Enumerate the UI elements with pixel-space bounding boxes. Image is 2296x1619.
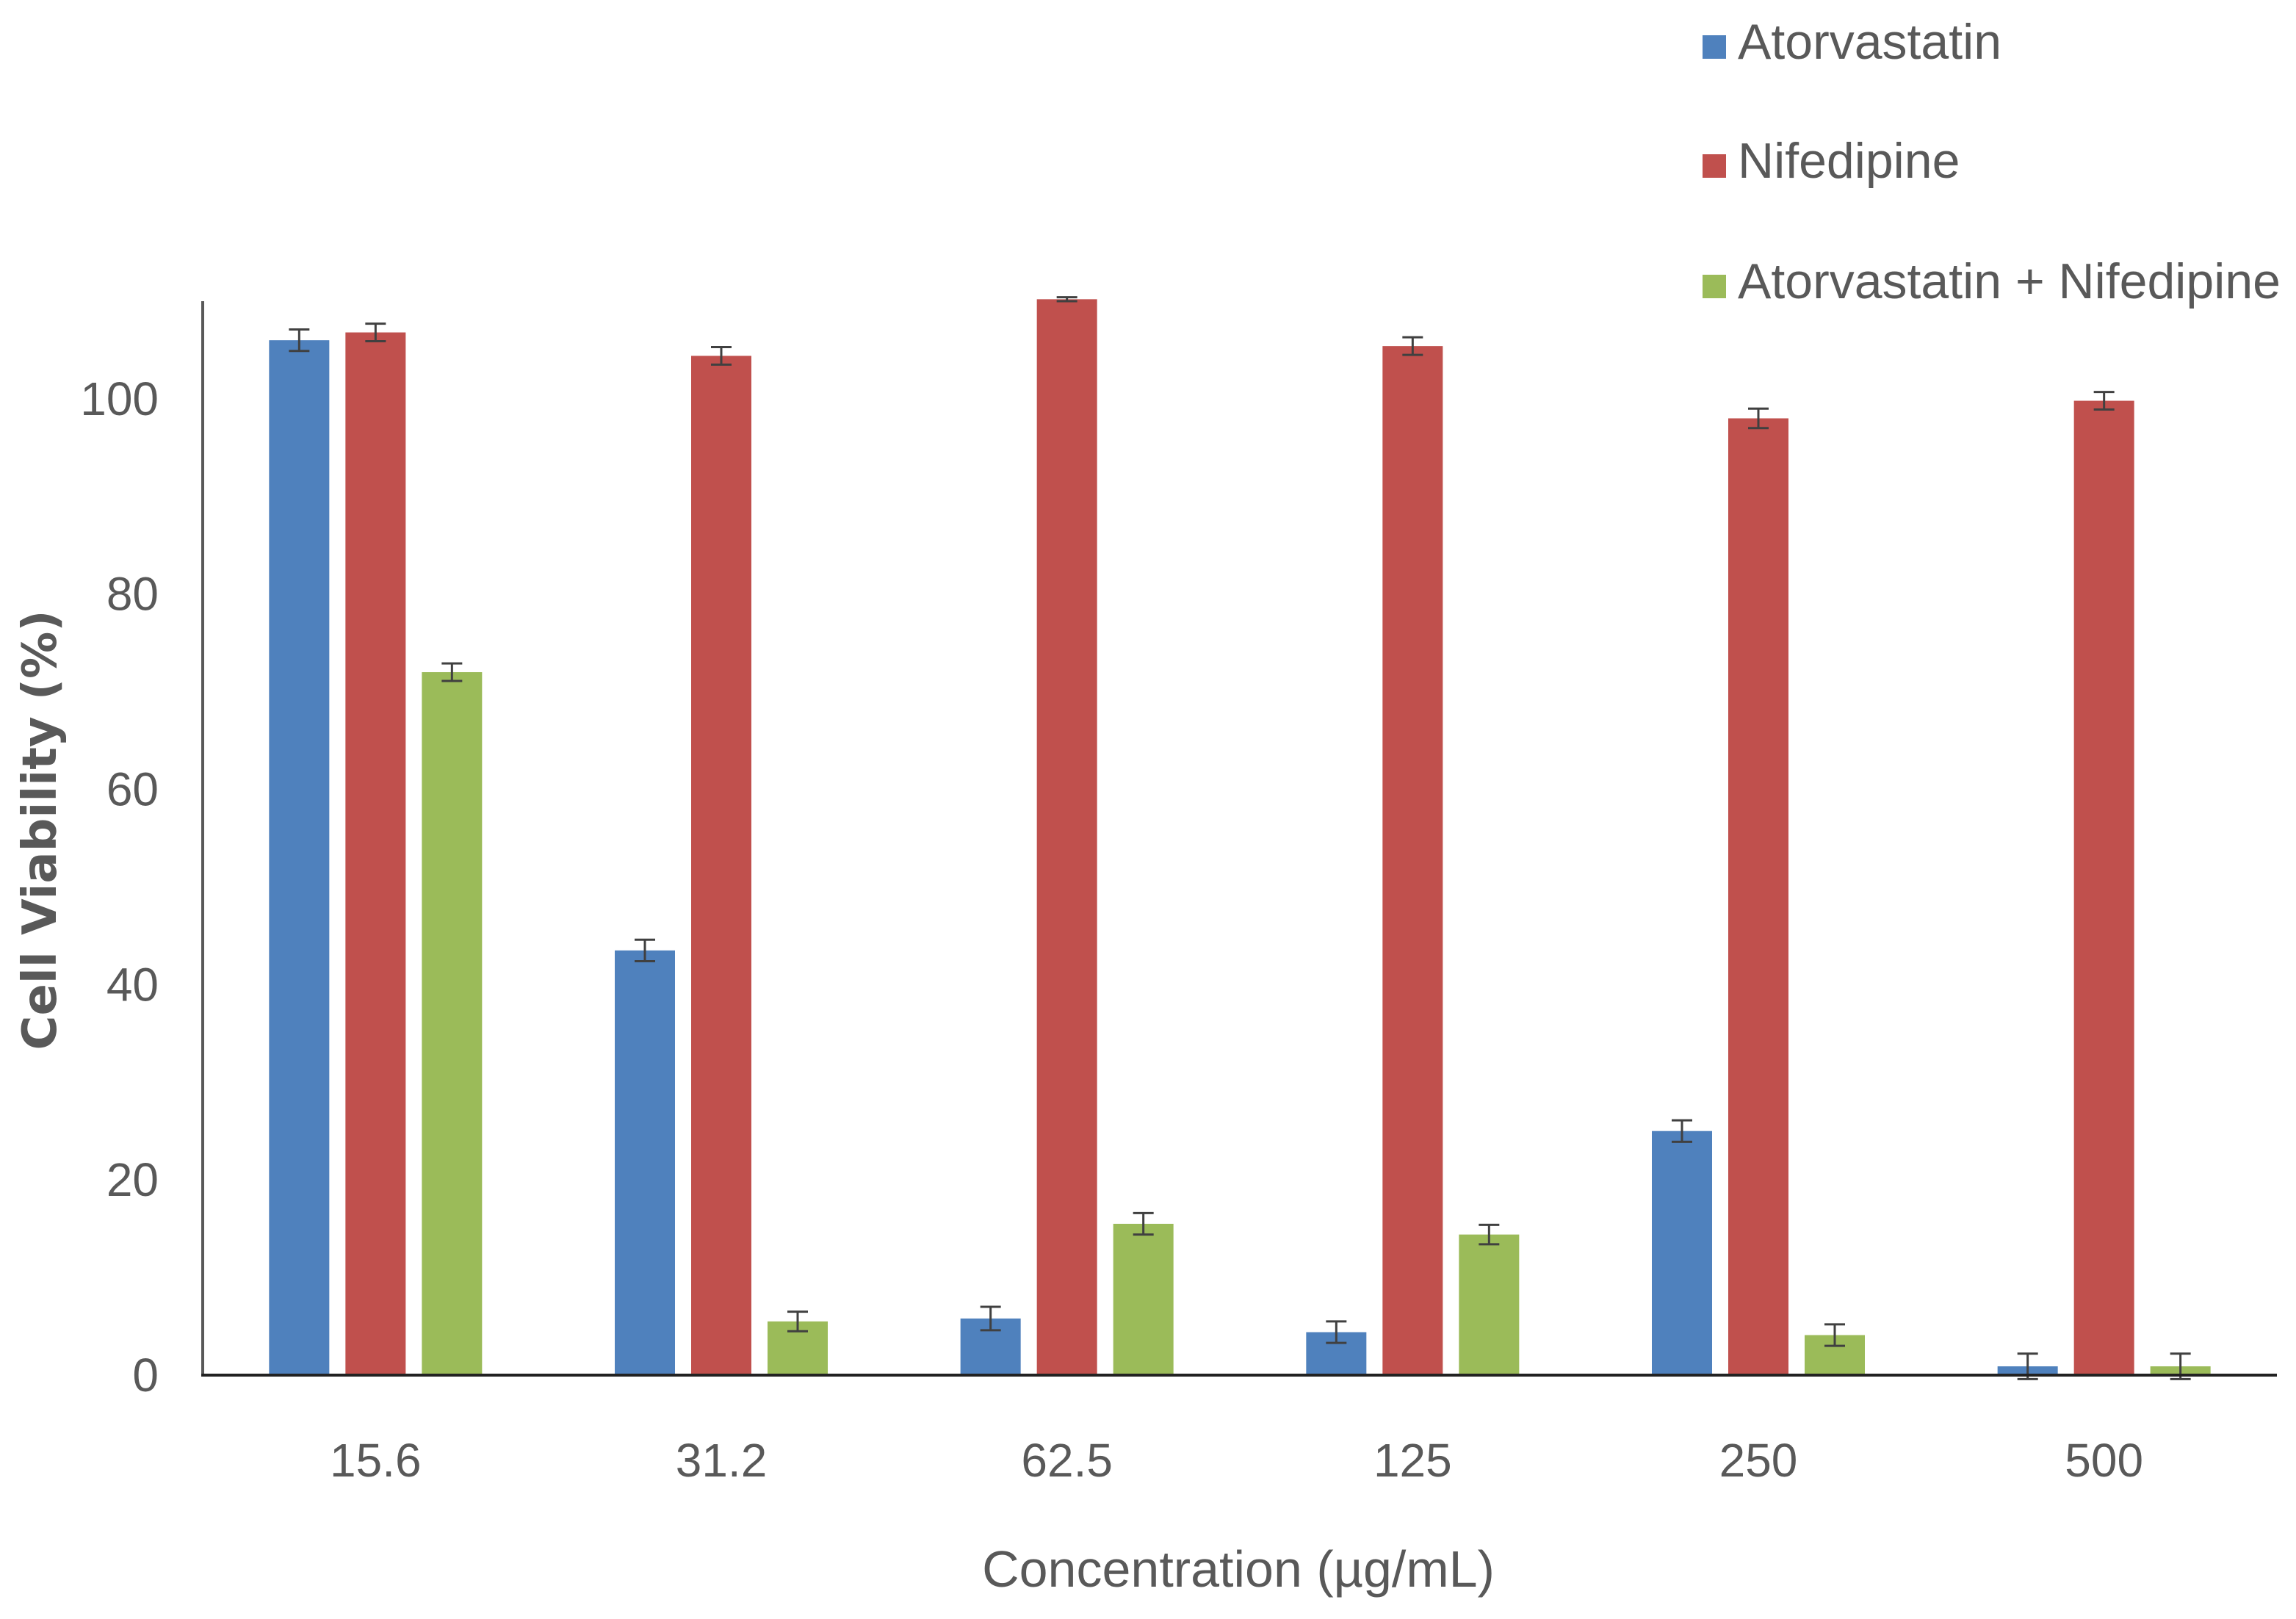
error-bar-nifedipine-62.5 [1056, 296, 1077, 303]
legend-swatch [1703, 275, 1726, 298]
bar-nifedipine-31.2 [691, 356, 751, 1375]
x-tick-label: 125 [1373, 1434, 1452, 1487]
error-bar-nifedipine-500 [2093, 391, 2115, 411]
error-bar-atorvastatin-31.2 [635, 938, 655, 962]
y-tick-label: 20 [107, 1153, 159, 1206]
legend-label: Nifedipine [1738, 133, 1960, 189]
y-tick-label: 60 [107, 763, 159, 816]
bar-atorvastatin-31.2 [615, 950, 675, 1375]
legend-label: Atorvastatin [1738, 14, 2001, 70]
bar-atorvastatin-nifedipine-15.6 [422, 672, 483, 1375]
y-tick-labels: 0 20 40 60 80 100 [80, 372, 159, 1402]
error-bar-nifedipine-250 [1748, 407, 1769, 430]
y-axis-title: Cell Viability (%) [13, 610, 68, 1050]
error-bar-atorvastatin-nifedipine-15.6 [441, 662, 463, 682]
error-bar-atorvastatin-nifedipine-125 [1479, 1223, 1500, 1246]
legend-label: Atorvastatin + Nifedipine [1738, 253, 2281, 309]
error-bar-atorvastatin-nifedipine-31.2 [787, 1310, 808, 1333]
error-bar-nifedipine-31.2 [711, 345, 732, 366]
x-axis-title: Concentration (µg/mL) [982, 1540, 1495, 1598]
x-tick-label: 62.5 [1021, 1434, 1113, 1487]
bar-atorvastatin-nifedipine-125 [1459, 1234, 1520, 1375]
legend-swatch [1703, 35, 1726, 59]
y-tick-label: 80 [107, 568, 159, 621]
error-bar-atorvastatin-125 [1326, 1320, 1347, 1344]
error-bar-atorvastatin-62.5 [980, 1305, 1001, 1332]
error-bar-nifedipine-125 [1402, 336, 1423, 356]
error-bar-atorvastatin-nifedipine-250 [1824, 1323, 1845, 1347]
bar-atorvastatin-nifedipine-62.5 [1113, 1223, 1174, 1375]
bar-nifedipine-500 [2073, 400, 2134, 1375]
x-tick-label: 31.2 [676, 1434, 768, 1487]
bar-atorvastatin-250 [1652, 1131, 1712, 1375]
y-tick-label: 40 [107, 958, 159, 1011]
error-bar-atorvastatin-nifedipine-62.5 [1133, 1211, 1154, 1236]
x-tick-labels: 15.6 31.2 62.5 125 250 500 [330, 1434, 2143, 1487]
x-tick-label: 15.6 [330, 1434, 422, 1487]
legend: Atorvastatin Nifedipine Atorvastatin + Nif… [1703, 14, 2281, 309]
x-tick-label: 250 [1719, 1434, 1798, 1487]
error-bar-nifedipine-15.6 [365, 322, 386, 342]
error-bars-layer [289, 296, 2191, 1380]
y-tick-label: 0 [132, 1349, 159, 1402]
bars-layer [269, 299, 2211, 1376]
y-tick-label: 100 [80, 372, 159, 425]
x-tick-label: 500 [2065, 1434, 2143, 1487]
legend-swatch [1703, 154, 1726, 178]
bar-atorvastatin-15.6 [269, 340, 330, 1376]
error-bar-atorvastatin-15.6 [289, 328, 310, 353]
error-bar-atorvastatin-250 [1672, 1119, 1692, 1143]
bar-nifedipine-125 [1382, 346, 1443, 1375]
bar-nifedipine-62.5 [1036, 299, 1097, 1376]
bar-nifedipine-15.6 [345, 332, 406, 1376]
bar-nifedipine-250 [1728, 418, 1788, 1375]
